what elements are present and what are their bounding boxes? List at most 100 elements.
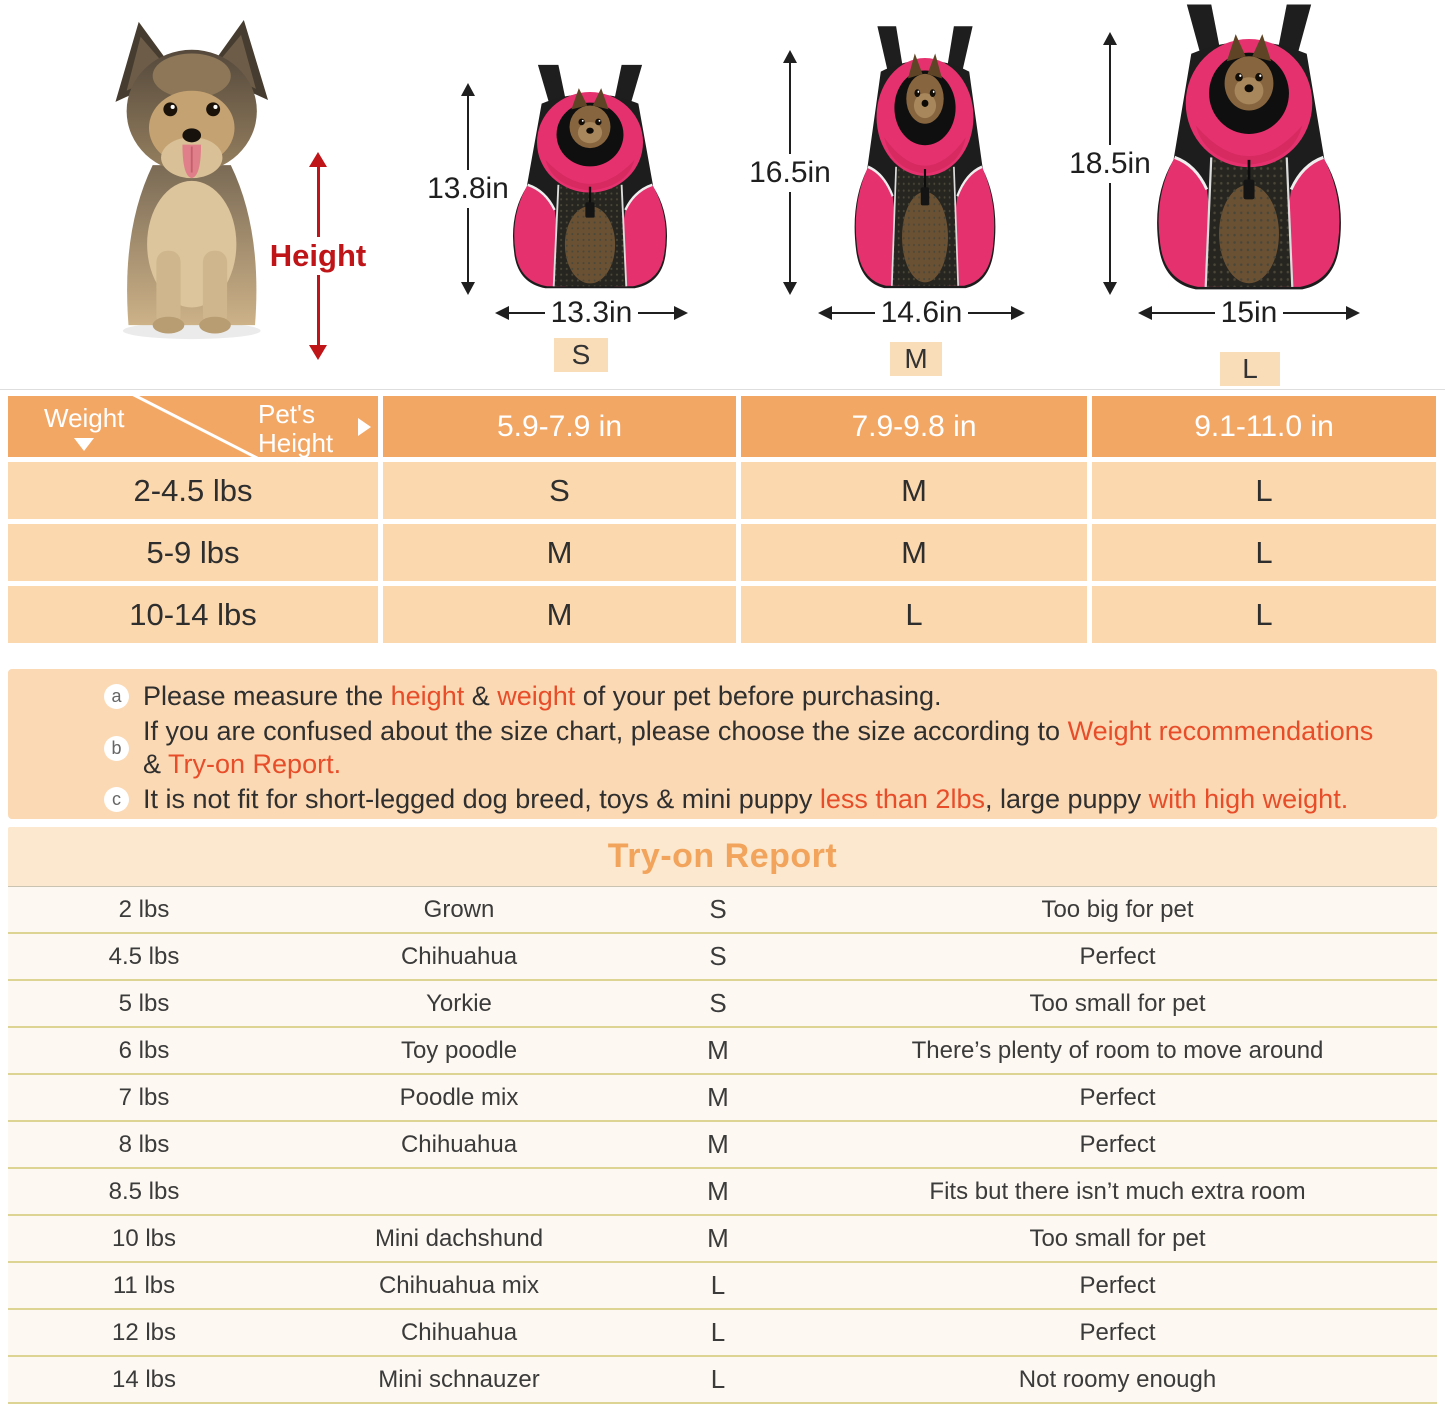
- note-bullet: c: [104, 787, 129, 812]
- tryon-row: 6 lbs Toy poodle M There’s plenty of room t…: [8, 1028, 1437, 1075]
- tryon-size-cell: M: [707, 1082, 729, 1112]
- tryon-size-cell: S: [709, 988, 727, 1018]
- tryon-row: 8.5 lbs M Fits but there isn’t much extra …: [8, 1169, 1437, 1216]
- size-chart-size-cell: L: [1092, 524, 1436, 581]
- tryon-size-cell: M: [707, 1223, 729, 1253]
- tryon-row: 7 lbs Poodle mix M Perfect: [8, 1075, 1437, 1122]
- tryon-row: 4.5 lbs Chihuahua S Perfect: [8, 934, 1437, 981]
- size-badge: M: [890, 342, 942, 376]
- weight-axis-label: Weight: [44, 403, 124, 451]
- tryon-size-cell: L: [710, 1364, 726, 1394]
- pet-height-label: Height: [269, 238, 367, 273]
- tryon-weight-cell: 11 lbs: [112, 1271, 176, 1299]
- bag-width-arrow: 15in: [1138, 295, 1360, 331]
- bag-width-arrow: 13.3in: [495, 295, 688, 331]
- bag-height-arrow: 18.5in: [1062, 32, 1158, 295]
- size-chart-column-header: 7.9-9.8 in: [741, 396, 1087, 457]
- tryon-verdict-cell: There’s plenty of room to move around: [911, 1036, 1324, 1064]
- bag-figure: 18.5in: [1069, 0, 1420, 392]
- tryon-breed-cell: Grown: [423, 895, 495, 923]
- arrow-up-icon: [309, 152, 327, 167]
- bag-figure: 13.8in: [420, 55, 720, 392]
- note-item: b If you are confused about the size char…: [104, 715, 1417, 781]
- tryon-report-header: Try-on Report: [8, 827, 1437, 887]
- size-chart-column-header: 5.9-7.9 in: [383, 396, 736, 457]
- tryon-size-cell: M: [707, 1129, 729, 1159]
- bag-width-label: 15in: [1220, 296, 1278, 329]
- tryon-size-cell: L: [710, 1317, 726, 1347]
- tryon-verdict-cell: Perfect: [1079, 1083, 1156, 1111]
- tryon-row: 10 lbs Mini dachshund M Too small for pet: [8, 1216, 1437, 1263]
- tryon-size-cell: S: [709, 894, 727, 924]
- tryon-breed-cell: Poodle mix: [399, 1083, 519, 1111]
- tryon-size-cell: M: [707, 1176, 729, 1206]
- arrow-down-icon: [783, 282, 797, 295]
- tryon-breed-cell: Chihuahua mix: [378, 1271, 540, 1299]
- bag-width-label: 14.6in: [880, 296, 963, 329]
- size-chart-weight-cell: 10-14 lbs: [8, 586, 378, 643]
- arrow-right-icon: [1011, 306, 1025, 320]
- size-chart-size-cell: S: [383, 462, 736, 519]
- bag-height-label: 18.5in: [1069, 146, 1151, 180]
- tryon-weight-cell: 8.5 lbs: [108, 1177, 180, 1205]
- tryon-row: 14 lbs Mini schnauzer L Not roomy enough: [8, 1357, 1437, 1404]
- tryon-verdict-cell: Not roomy enough: [1018, 1365, 1217, 1393]
- size-chart-size-cell: L: [741, 586, 1087, 643]
- arrow-right-icon: [674, 306, 688, 320]
- note-text: It is not fit for short-legged dog breed…: [143, 784, 1349, 814]
- tryon-row: 12 lbs Chihuahua L Perfect: [8, 1310, 1437, 1357]
- tryon-verdict-cell: Perfect: [1079, 1271, 1156, 1299]
- tryon-report: Try-on Report 2 lbs Grown S Too big for pet…: [8, 827, 1437, 1404]
- note-bullet: b: [104, 735, 129, 761]
- size-chart-size-cell: M: [741, 462, 1087, 519]
- bag-figure: 16.5in: [749, 20, 1060, 392]
- tryon-breed-cell: Yorkie: [426, 989, 492, 1017]
- tryon-breed-cell: Chihuahua: [400, 942, 518, 970]
- arrow-up-icon: [461, 83, 475, 96]
- tryon-weight-cell: 5 lbs: [118, 989, 170, 1017]
- arrow-left-icon: [1138, 306, 1152, 320]
- tryon-row: 11 lbs Chihuahua mix L Perfect: [8, 1263, 1437, 1310]
- tryon-size-cell: S: [709, 941, 727, 971]
- note-item: a Please measure the height & weight of y…: [104, 680, 1417, 713]
- tryon-row: 5 lbs Yorkie S Too small for pet: [8, 981, 1437, 1028]
- tryon-weight-cell: 14 lbs: [111, 1365, 177, 1393]
- arrow-down-icon: [1103, 282, 1117, 295]
- arrow-down-icon: [461, 282, 475, 295]
- tryon-breed-cell: Mini schnauzer: [378, 1365, 540, 1393]
- tryon-verdict-cell: Perfect: [1079, 942, 1156, 970]
- size-badge: L: [1220, 352, 1280, 386]
- tryon-size-cell: L: [710, 1270, 726, 1300]
- tryon-weight-cell: 2 lbs: [118, 895, 170, 923]
- size-chart-size-cell: M: [741, 524, 1087, 581]
- size-chart-weight-cell: 5-9 lbs: [8, 524, 378, 581]
- down-triangle-icon: [74, 438, 95, 451]
- bag-height-label: 16.5in: [749, 155, 831, 189]
- tryon-weight-cell: 4.5 lbs: [108, 942, 180, 970]
- bag-height-label: 13.8in: [427, 172, 509, 205]
- arrow-right-icon: [1346, 306, 1360, 320]
- tryon-breed-cell: Toy poodle: [400, 1036, 518, 1064]
- size-chart-size-cell: M: [383, 524, 736, 581]
- bag-width-arrow: 14.6in: [818, 295, 1025, 331]
- tryon-row: 8 lbs Chihuahua M Perfect: [8, 1122, 1437, 1169]
- bag-height-arrow: 13.8in: [420, 83, 516, 295]
- size-chart-size-cell: L: [1092, 586, 1436, 643]
- notes-box: a Please measure the height & weight of y…: [8, 669, 1437, 819]
- backpack-illustration: [1157, 4, 1341, 290]
- arrow-up-icon: [783, 50, 797, 63]
- size-chart-table: Weight Pet's Height 5.9-7.9 in 7.9-9.8 in…: [8, 396, 1437, 643]
- backpack-illustration: [854, 26, 996, 289]
- pet-height-axis-label: Pet's Height: [258, 399, 334, 459]
- tryon-verdict-cell: Too small for pet: [1029, 1224, 1206, 1252]
- tryon-weight-cell: 12 lbs: [111, 1318, 177, 1346]
- size-chart-weight-cell: 2-4.5 lbs: [8, 462, 378, 519]
- size-chart-size-cell: L: [1092, 462, 1436, 519]
- note-text: If you are confused about the size chart…: [143, 716, 1374, 779]
- size-badge: S: [554, 338, 608, 372]
- bag-width-label: 13.3in: [550, 296, 633, 329]
- tryon-weight-cell: 10 lbs: [111, 1224, 177, 1252]
- arrow-left-icon: [818, 306, 832, 320]
- tryon-breed-cell: Mini dachshund: [374, 1224, 544, 1252]
